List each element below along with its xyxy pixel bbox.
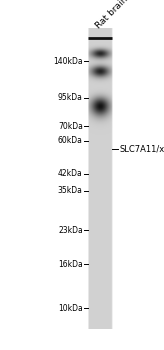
Text: 10kDa: 10kDa <box>58 304 83 313</box>
Text: 23kDa: 23kDa <box>58 226 83 235</box>
Text: 42kDa: 42kDa <box>58 169 83 178</box>
Text: 95kDa: 95kDa <box>58 93 83 102</box>
Text: 70kDa: 70kDa <box>58 122 83 131</box>
Text: 60kDa: 60kDa <box>58 136 83 145</box>
Text: 140kDa: 140kDa <box>53 57 83 66</box>
Text: 16kDa: 16kDa <box>58 260 83 269</box>
Text: Rat brain: Rat brain <box>94 0 129 31</box>
Text: 35kDa: 35kDa <box>58 187 83 196</box>
Text: SLC7A11/xCT: SLC7A11/xCT <box>119 144 164 153</box>
